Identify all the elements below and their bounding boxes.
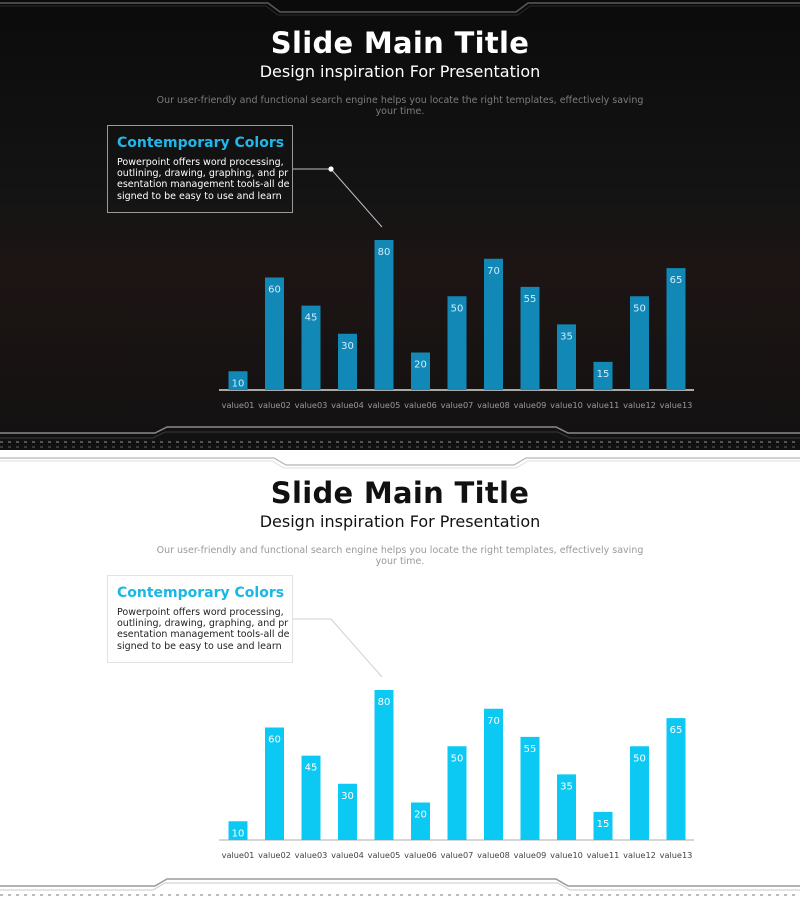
bar-value-label: 35 <box>560 331 573 342</box>
x-tick-label: value10 <box>550 400 583 410</box>
bar-value05 <box>374 690 394 840</box>
bar-value03 <box>301 305 321 390</box>
x-tick-label: value04 <box>331 850 364 860</box>
bar-value-label: 80 <box>378 697 391 708</box>
bar-value-label: 10 <box>232 378 245 389</box>
bar-value02 <box>265 277 284 390</box>
callout-body: Powerpoint offers word processing, outli… <box>117 157 290 202</box>
callout-box: Contemporary Colors Powerpoint offers wo… <box>107 125 293 213</box>
x-tick-label: value01 <box>222 850 255 860</box>
x-tick-label: value03 <box>295 850 328 860</box>
x-tick-label: value13 <box>660 850 693 860</box>
x-tick-label: value03 <box>295 400 328 410</box>
x-tick-label: value04 <box>331 400 364 410</box>
bar-value-label: 65 <box>670 275 683 286</box>
bar-value11 <box>593 811 613 840</box>
bar-value-label: 15 <box>597 369 610 380</box>
bar-value-label: 65 <box>670 725 683 736</box>
x-tick-label: value01 <box>222 400 255 410</box>
slide-description: Our user-friendly and functional search … <box>156 95 644 117</box>
bar-value05 <box>374 240 394 390</box>
bar-value-label: 60 <box>268 285 281 296</box>
bar-value-label: 50 <box>451 303 464 314</box>
bar-value-label: 50 <box>633 303 646 314</box>
callout-box: Contemporary Colors Powerpoint offers wo… <box>107 575 293 663</box>
bar-value-label: 50 <box>633 753 646 764</box>
slide-description: Our user-friendly and functional search … <box>156 545 644 567</box>
x-tick-label: value05 <box>368 400 401 410</box>
bar-value07 <box>447 296 467 390</box>
bar-value10 <box>557 774 576 840</box>
bar-value-label: 45 <box>305 313 318 324</box>
x-tick-label: value09 <box>514 850 547 860</box>
bar-value-label: 20 <box>414 360 427 371</box>
x-tick-label: value05 <box>368 850 401 860</box>
bar-value11 <box>593 361 613 390</box>
bar-value09 <box>520 286 540 390</box>
bar-value09 <box>520 736 540 840</box>
bar-value-label: 30 <box>341 791 354 802</box>
bar-value-label: 20 <box>414 810 427 821</box>
bar-value-label: 55 <box>524 744 537 755</box>
slide-light: Slide Main Title Design inspiration For … <box>0 450 800 900</box>
bar-value12 <box>630 296 649 390</box>
bar-value06 <box>411 802 430 840</box>
x-tick-label: value12 <box>623 850 656 860</box>
bar-value08 <box>484 708 503 840</box>
bar-value-label: 50 <box>451 753 464 764</box>
bar-value01 <box>228 821 248 840</box>
x-tick-label: value08 <box>477 850 510 860</box>
bar-value04 <box>338 333 357 390</box>
slide-dark: Slide Main Title Design inspiration For … <box>0 0 800 450</box>
x-tick-label: value07 <box>441 850 474 860</box>
bar-value08 <box>484 258 503 390</box>
callout-body: Powerpoint offers word processing, outli… <box>117 607 290 652</box>
x-tick-label: value02 <box>258 850 291 860</box>
bar-value-label: 15 <box>597 819 610 830</box>
bar-value07 <box>447 746 467 840</box>
x-tick-label: value08 <box>477 400 510 410</box>
x-tick-label: value12 <box>623 400 656 410</box>
slide-title: Slide Main Title <box>270 476 530 510</box>
x-tick-label: value06 <box>404 400 437 410</box>
x-tick-label: value13 <box>660 400 693 410</box>
bar-value10 <box>557 324 576 390</box>
bar-value04 <box>338 783 357 840</box>
bar-value06 <box>411 352 430 390</box>
bar-value-label: 60 <box>268 735 281 746</box>
slide-title: Slide Main Title <box>270 26 530 60</box>
bar-value-label: 30 <box>341 341 354 352</box>
bar-value-label: 80 <box>378 247 391 258</box>
bar-value-label: 70 <box>487 266 500 277</box>
bar-value-label: 35 <box>560 781 573 792</box>
x-tick-label: value11 <box>587 400 620 410</box>
bar-value01 <box>228 371 248 390</box>
bar-value13 <box>666 268 686 390</box>
callout-heading: Contemporary Colors <box>117 585 285 601</box>
slide-subtitle: Design inspiration For Presentation <box>259 62 541 81</box>
bar-value-label: 45 <box>305 763 318 774</box>
x-tick-label: value07 <box>441 400 474 410</box>
x-tick-label: value06 <box>404 850 437 860</box>
bar-value-label: 10 <box>232 828 245 839</box>
callout-heading: Contemporary Colors <box>117 135 285 151</box>
bar-value-label: 70 <box>487 716 500 727</box>
bar-value-label: 55 <box>524 294 537 305</box>
x-tick-label: value09 <box>514 400 547 410</box>
x-tick-label: value11 <box>587 850 620 860</box>
bar-chart-dark: 10 value01 60 value02 45 value03 30 value04 80 va… <box>219 240 694 410</box>
bar-value02 <box>265 727 284 840</box>
bar-value03 <box>301 755 321 840</box>
x-tick-label: value10 <box>550 850 583 860</box>
bar-value13 <box>666 718 686 840</box>
x-tick-label: value02 <box>258 400 291 410</box>
slide-subtitle: Design inspiration For Presentation <box>259 512 541 531</box>
bar-chart-light: 10 value01 60 value02 45 value03 30 value04 80 va… <box>219 690 694 860</box>
bar-value12 <box>630 746 649 840</box>
